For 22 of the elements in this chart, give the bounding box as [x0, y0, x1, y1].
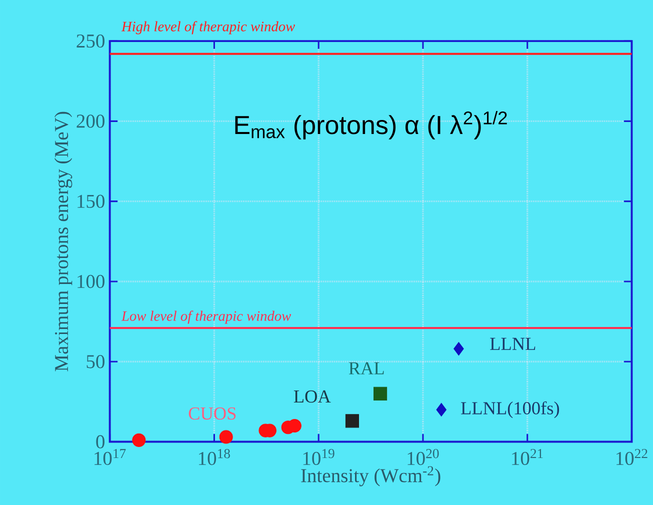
x-tick-label: 10$^{19}$: [303, 448, 334, 465]
x-tick-label: 10$^{20}$: [408, 448, 439, 465]
annotation: LLNL(100fs): [461, 401, 560, 418]
x-tick-label: 10$^{22}$: [616, 448, 648, 465]
y-tick-label: 200: [76, 114, 104, 128]
y-tick-label: 0: [96, 435, 104, 448]
text: E$_{max}$ (protons) α (I λ$^{2}$)$^{1/2}$: [235, 110, 507, 140]
y-tick-label: 150: [78, 194, 104, 208]
ref-line-label: Low level of therapic window: [121, 310, 292, 324]
annotation: LOA: [294, 390, 331, 402]
y-axis-title: Maximum protons energy (MeV): [54, 112, 72, 372]
y-tick-label: 100: [78, 274, 104, 288]
x-tick-label: 10$^{17}$: [94, 448, 126, 465]
y-tick-label: 50: [86, 354, 104, 368]
annotation: LLNL: [490, 338, 536, 350]
x-axis-title: Intensity (Wcm$^{-2}$): [301, 466, 440, 486]
x-tick-label: 10$^{18}$: [198, 448, 230, 465]
x-tick-label: 10$^{21}$: [512, 448, 543, 465]
annotation: RAL: [348, 362, 384, 374]
ref-line-label: High level of therapic window: [121, 20, 295, 34]
y-tick-label: 250: [76, 34, 104, 48]
annotation: CUOS: [188, 407, 236, 420]
